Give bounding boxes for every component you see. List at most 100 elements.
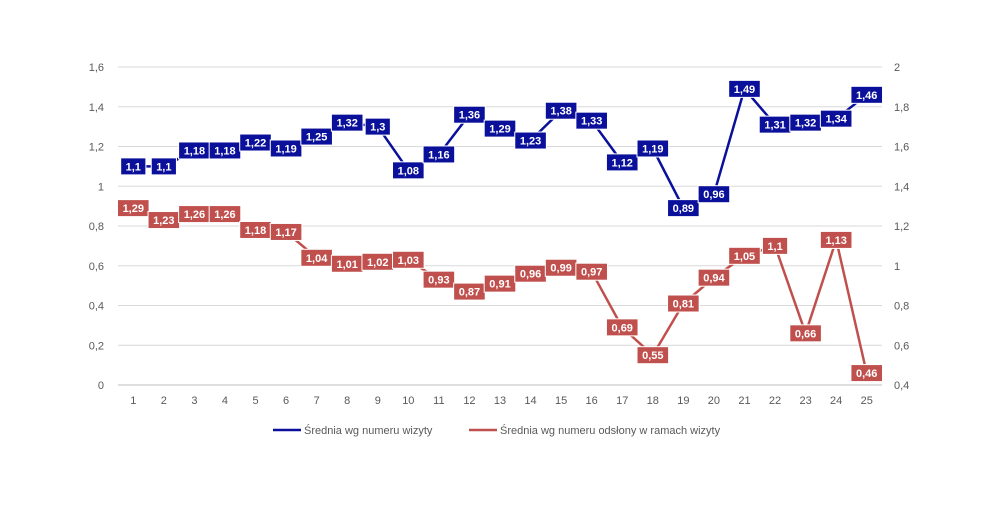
data-label: 0,66 (795, 328, 816, 340)
y-left-tick-label: 0 (98, 380, 104, 392)
data-label: 0,93 (428, 275, 449, 287)
y-right-tick-label: 0,8 (894, 301, 909, 313)
x-tick-label: 8 (344, 395, 350, 407)
data-label-box (483, 119, 517, 138)
y-right-tick-label: 1 (894, 261, 900, 273)
data-label: 0,97 (581, 267, 602, 279)
y-left-tick-label: 1,4 (89, 102, 104, 114)
x-tick-label: 20 (708, 395, 720, 407)
data-label-box (116, 199, 150, 218)
data-label: 1,03 (398, 255, 419, 267)
data-label: 1,18 (184, 145, 205, 157)
y-axis-left: 0 0,2 0,4 0,6 0,8 1 1,2 1,4 1,6 (89, 62, 104, 392)
data-label: 1,19 (275, 143, 296, 155)
data-label: 1,01 (336, 259, 357, 271)
y-axis-right: 0,4 0,6 0,8 1 1,2 1,4 1,6 1,8 2 (894, 62, 909, 392)
data-label: 1,23 (520, 136, 541, 148)
x-tick-label: 25 (861, 395, 873, 407)
data-label-box (208, 205, 242, 224)
data-label: 0,87 (459, 287, 480, 299)
data-label: 1,25 (306, 132, 327, 144)
x-tick-label: 3 (191, 395, 197, 407)
data-label: 1,26 (214, 209, 235, 221)
data-label: 1,36 (459, 110, 480, 122)
data-label-box (330, 113, 364, 132)
data-label-box (636, 346, 670, 365)
data-label: 1,26 (184, 209, 205, 221)
x-tick-label: 18 (647, 395, 659, 407)
x-tick-label: 2 (161, 395, 167, 407)
y-left-tick-label: 0,2 (89, 340, 104, 352)
data-label: 1,13 (825, 235, 846, 247)
data-label-box (269, 222, 303, 241)
data-label: 1,31 (764, 120, 785, 132)
data-label: 0,55 (642, 350, 663, 362)
data-label-box (850, 364, 884, 383)
series-1: 1,1 1,1 1,18 1,18 1,22 1,19 1,25 1,32 1,3 1,08 1,1… (120, 79, 884, 218)
data-label-box (544, 101, 578, 120)
x-tick-label: 22 (769, 395, 781, 407)
y-right-tick-label: 0,4 (894, 380, 909, 392)
x-tick-label: 24 (830, 395, 842, 407)
data-label: 0,96 (703, 189, 724, 201)
y-right-tick-label: 1,4 (894, 181, 909, 193)
data-label: 1,18 (214, 145, 235, 157)
x-tick-label: 4 (222, 395, 228, 407)
data-label-box (269, 139, 303, 158)
data-label-box (120, 157, 147, 176)
data-label: 0,96 (520, 269, 541, 281)
data-label-box (150, 157, 177, 176)
y-left-tick-label: 1,6 (89, 62, 104, 74)
data-label-box (453, 105, 486, 124)
y-left-tick-label: 0,8 (89, 221, 104, 233)
data-label-box (636, 139, 670, 158)
data-label-box (514, 131, 547, 150)
y-left-tick-label: 0,6 (89, 261, 104, 273)
data-label-box (697, 185, 731, 204)
data-label-box (605, 318, 639, 337)
data-label: 0,89 (673, 203, 694, 215)
data-label-box (667, 199, 700, 218)
data-label: 1,04 (306, 253, 328, 265)
data-label-box (761, 236, 789, 255)
data-label-box (422, 145, 456, 164)
y-left-tick-label: 1 (98, 181, 104, 193)
data-label-box (850, 85, 884, 104)
data-label-box (667, 294, 700, 313)
series-layer: 1,1 1,1 1,18 1,18 1,22 1,19 1,25 1,32 1,3 1,08 1,1… (116, 79, 884, 383)
x-tick-label: 11 (433, 395, 444, 407)
x-tick-label: 21 (738, 395, 750, 407)
y-right-tick-label: 1,6 (894, 142, 909, 154)
x-tick-label: 23 (799, 395, 811, 407)
data-label: 1,19 (642, 143, 663, 155)
x-tick-label: 1 (130, 395, 136, 407)
data-label: 0,81 (673, 299, 694, 311)
data-label: 1,33 (581, 116, 602, 128)
data-label-box (605, 153, 639, 172)
data-label-box (392, 250, 425, 269)
data-label-box (819, 109, 853, 128)
legend-label-series-2: Średnia wg numeru odsłony w ramach wizyt… (500, 424, 721, 437)
x-tick-label: 7 (314, 395, 320, 407)
data-label: 1,12 (612, 157, 633, 169)
data-label: 1,46 (856, 90, 877, 102)
data-label: 0,91 (489, 279, 510, 291)
data-label-box (575, 111, 608, 130)
x-tick-label: 9 (375, 395, 381, 407)
data-label: 0,94 (703, 273, 725, 285)
data-label-box (483, 274, 517, 293)
data-label: 1,1 (767, 241, 782, 253)
x-tick-label: 14 (524, 395, 536, 407)
data-label: 1,32 (336, 118, 357, 130)
x-tick-label: 5 (252, 395, 258, 407)
x-tick-label: 13 (494, 395, 506, 407)
data-label: 1,18 (245, 225, 266, 237)
data-label-box (819, 230, 853, 249)
data-label-box (728, 79, 761, 98)
data-label-box (422, 270, 456, 289)
data-label: 1,02 (367, 257, 388, 269)
data-label: 1,08 (398, 165, 419, 177)
y-right-tick-label: 0,6 (894, 340, 909, 352)
x-tick-label: 15 (555, 395, 567, 407)
